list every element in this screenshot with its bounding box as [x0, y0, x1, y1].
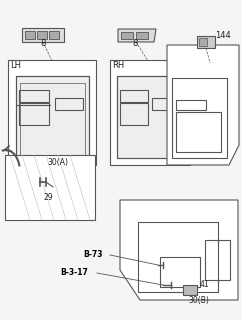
Bar [120, 103, 148, 125]
Bar [121, 32, 133, 39]
Bar [55, 98, 83, 110]
Bar [205, 240, 230, 280]
Bar [5, 155, 95, 220]
Bar [176, 100, 206, 110]
Text: 8: 8 [132, 39, 137, 48]
Text: 8: 8 [40, 39, 45, 48]
Polygon shape [120, 200, 238, 300]
Bar [20, 83, 85, 155]
Bar [117, 76, 184, 158]
Bar [176, 112, 221, 152]
Polygon shape [110, 60, 190, 165]
Bar [197, 36, 215, 48]
Bar [37, 31, 47, 39]
Text: 29: 29 [43, 193, 53, 202]
Polygon shape [22, 28, 64, 42]
Text: 41: 41 [200, 280, 210, 289]
Bar [199, 38, 207, 46]
Text: 144: 144 [215, 31, 231, 40]
Polygon shape [8, 60, 96, 165]
Text: 30(B): 30(B) [188, 296, 209, 305]
Bar [16, 76, 89, 158]
Text: B-73: B-73 [83, 250, 103, 259]
Bar [136, 32, 148, 39]
Bar [172, 78, 227, 158]
Text: LH: LH [10, 61, 21, 70]
Polygon shape [118, 29, 156, 42]
Bar [16, 76, 89, 158]
Bar [120, 90, 148, 102]
Bar [19, 103, 49, 125]
Text: 30(A): 30(A) [47, 158, 68, 167]
Bar [138, 222, 218, 292]
Bar [152, 98, 177, 110]
Bar [19, 90, 49, 102]
Polygon shape [167, 45, 239, 165]
Bar [160, 257, 200, 287]
Bar [25, 31, 35, 39]
Text: RH: RH [112, 61, 124, 70]
Bar [183, 285, 197, 295]
Bar [49, 31, 59, 39]
Text: B-3-17: B-3-17 [60, 268, 88, 277]
Bar [117, 76, 184, 158]
